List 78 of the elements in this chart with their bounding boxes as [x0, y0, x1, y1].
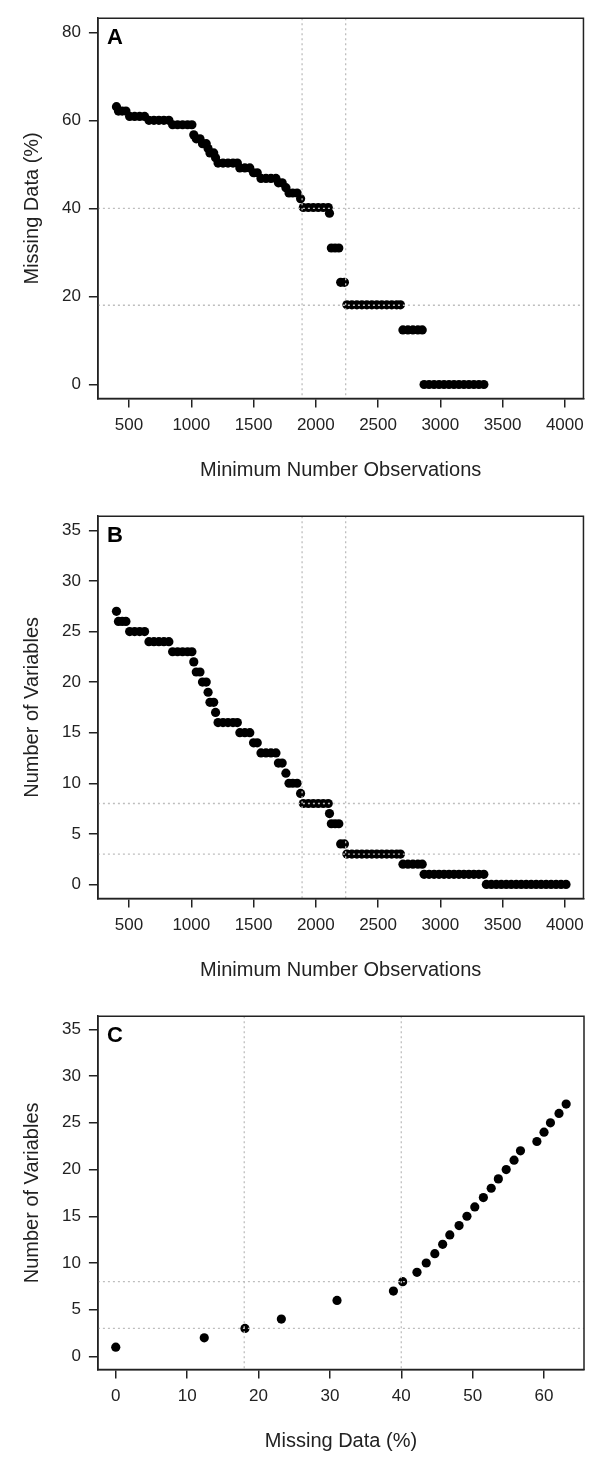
x-tick-label: 2500 [359, 915, 397, 935]
point [445, 1230, 455, 1240]
point [478, 1192, 488, 1203]
x-tick-label: 10 [177, 1386, 197, 1406]
y-tick-label: 0 [71, 874, 81, 894]
x-tick-label: 50 [463, 1386, 483, 1406]
y-tick-label: 0 [71, 374, 81, 394]
x-tick-label: 3500 [483, 915, 522, 935]
x-tick-label: 40 [391, 1386, 411, 1406]
point [454, 1221, 464, 1231]
y-tick-label: 35 [61, 1018, 81, 1038]
y-tick-label: 60 [61, 110, 81, 130]
y-tick-label: 20 [61, 286, 81, 306]
y-tick-label: 40 [61, 198, 81, 218]
x-axis-title: Minimum Number Observations [200, 457, 482, 480]
annotation: A [106, 24, 123, 50]
point [276, 1314, 286, 1324]
point [539, 1127, 549, 1137]
point [398, 1277, 408, 1287]
y-tick-label: 15 [61, 722, 81, 742]
point [532, 1136, 542, 1147]
point [332, 1295, 342, 1306]
y-tick-label: 25 [61, 1112, 81, 1132]
y-tick-label: 25 [61, 621, 81, 641]
y-axis-title: Number of Variables [19, 1102, 42, 1284]
x-tick-label: 20 [249, 1386, 268, 1406]
y-tick-label: 20 [61, 671, 81, 691]
x-tick-label: 2500 [359, 415, 397, 435]
y-tick-label: 30 [61, 570, 81, 590]
y-tick-label: 35 [61, 520, 81, 540]
x-tick-label: 3000 [421, 915, 460, 935]
y-tick-label: 5 [71, 1299, 81, 1319]
point [561, 1099, 571, 1109]
point [509, 1155, 519, 1165]
x-tick-label: 2000 [296, 415, 335, 435]
y-tick-label: 80 [61, 21, 81, 41]
point [430, 1249, 440, 1259]
x-tick-label: 1000 [172, 915, 211, 935]
point [438, 1239, 448, 1249]
x-axis-title: Missing Data (%) [264, 1428, 418, 1451]
x-tick-label: 60 [534, 1386, 554, 1406]
y-tick-label: 15 [61, 1205, 81, 1225]
point [501, 1164, 511, 1175]
point [462, 1211, 472, 1221]
point [421, 1258, 431, 1268]
point [486, 1183, 496, 1193]
y-tick-label: 10 [61, 1252, 81, 1272]
y-axis-title: Number of Variables [19, 616, 42, 798]
x-tick-label: 1000 [172, 415, 211, 435]
point [554, 1108, 564, 1119]
x-axis-title: Minimum Number Observations [200, 957, 482, 980]
y-tick-label: 0 [71, 1346, 81, 1366]
annotation: C [106, 1022, 123, 1048]
point [199, 1333, 209, 1343]
x-tick-label: 4000 [545, 915, 584, 935]
y-tick-label: 5 [71, 823, 81, 843]
x-tick-label: 4000 [545, 415, 584, 435]
point [388, 1286, 399, 1296]
x-tick-label: 0 [111, 1386, 121, 1406]
x-tick-label: 500 [114, 915, 144, 935]
point [545, 1118, 556, 1128]
point [412, 1267, 422, 1277]
x-tick-label: 1500 [234, 415, 273, 435]
x-tick-label: 1500 [234, 915, 273, 935]
point [515, 1146, 526, 1156]
point [111, 1342, 121, 1352]
x-tick-label: 3500 [483, 415, 522, 435]
x-tick-label: 2000 [296, 915, 335, 935]
x-tick-label: 500 [114, 415, 144, 435]
y-axis-title: Missing Data (%) [19, 132, 42, 285]
y-tick-label: 30 [61, 1065, 81, 1085]
point [493, 1174, 503, 1184]
x-tick-label: 30 [320, 1386, 340, 1406]
point [470, 1202, 480, 1212]
y-tick-label: 20 [61, 1159, 81, 1179]
annotation: B [106, 522, 123, 548]
y-tick-label: 10 [61, 772, 81, 792]
x-tick-label: 3000 [421, 415, 460, 435]
